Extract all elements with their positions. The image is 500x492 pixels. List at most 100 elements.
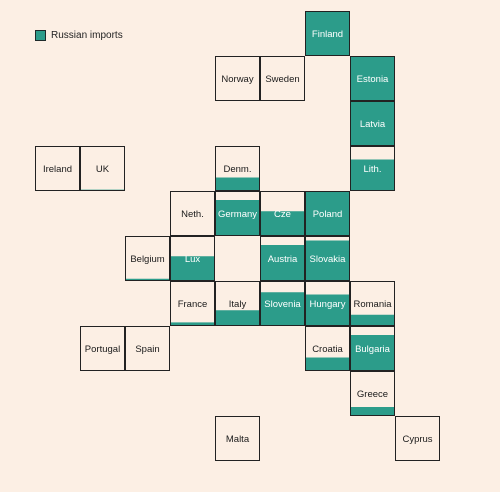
tile-border — [305, 11, 350, 56]
tile-label-neth: Neth. — [181, 209, 204, 220]
tile-label-portugal: Portugal — [85, 344, 120, 355]
legend: Russian imports — [35, 30, 123, 41]
tile-fill-croatia — [305, 357, 350, 371]
tile-label-ireland: Ireland — [43, 164, 72, 175]
tile-spain: Spain — [125, 326, 170, 371]
tile-border — [215, 146, 260, 191]
tile-fill-poland — [305, 191, 350, 236]
tile-border — [80, 146, 125, 191]
tile-fill-france — [170, 322, 215, 326]
tile-label-norway: Norway — [221, 74, 253, 85]
tile-fill-finland — [305, 11, 350, 56]
tile-label-slovenia: Slovenia — [264, 299, 301, 310]
tile-germany: Germany — [215, 191, 260, 236]
tile-label-denm: Denm. — [224, 164, 252, 175]
tile-border — [350, 371, 395, 416]
tile-border — [305, 191, 350, 236]
tile-fill-lux — [170, 256, 215, 281]
tile-fill-hungary — [305, 294, 350, 326]
tile-border — [260, 191, 305, 236]
tile-background — [80, 326, 125, 371]
tile-label-sweden: Sweden — [265, 74, 299, 85]
tile-background — [125, 326, 170, 371]
tile-label-croatia: Croatia — [312, 344, 343, 355]
tile-label-lith: Lith. — [364, 164, 382, 175]
tile-border — [35, 146, 80, 191]
tile-fill-latvia — [350, 101, 395, 146]
tile-border — [80, 326, 125, 371]
tile-background — [125, 236, 170, 281]
tile-border — [395, 416, 440, 461]
tile-border — [350, 146, 395, 191]
tile-border — [260, 56, 305, 101]
tile-fill-estonia — [350, 56, 395, 101]
tile-border — [215, 281, 260, 326]
tile-border — [350, 56, 395, 101]
tile-label-germany: Germany — [218, 209, 257, 220]
tile-fill-italy — [215, 310, 260, 326]
tile-france: France — [170, 281, 215, 326]
tile-border — [260, 236, 305, 281]
tile-fill-denm — [215, 177, 260, 191]
tile-slovenia: Slovenia — [260, 281, 305, 326]
tile-cyprus: Cyprus — [395, 416, 440, 461]
tile-border — [305, 281, 350, 326]
tile-border — [125, 236, 170, 281]
tile-label-latvia: Latvia — [360, 119, 386, 130]
tile-border — [170, 281, 215, 326]
tile-label-hungary: Hungary — [310, 299, 346, 310]
tile-ireland: Ireland — [35, 146, 80, 191]
tile-finland: Finland — [305, 11, 350, 56]
tile-border — [215, 56, 260, 101]
tile-portugal: Portugal — [80, 326, 125, 371]
tile-border — [170, 236, 215, 281]
tile-label-spain: Spain — [135, 344, 159, 355]
tile-label-belgium: Belgium — [130, 254, 164, 265]
tile-label-france: France — [178, 299, 208, 310]
tile-label-lux: Lux — [185, 254, 201, 265]
tile-uk: UK — [80, 146, 125, 191]
tile-background — [80, 146, 125, 191]
tile-label-finland: Finland — [312, 29, 343, 40]
tile-fill-cze — [260, 211, 305, 236]
tile-fill-greece — [350, 407, 395, 416]
tile-label-bulgaria: Bulgaria — [355, 344, 391, 355]
tile-fill-austria — [260, 245, 305, 281]
tile-label-cyprus: Cyprus — [402, 434, 432, 445]
tile-background — [170, 281, 215, 326]
tile-background — [395, 416, 440, 461]
tile-austria: Austria — [260, 236, 305, 281]
tile-border — [260, 281, 305, 326]
tile-background — [170, 191, 215, 236]
tile-background — [215, 56, 260, 101]
tile-norway: Norway — [215, 56, 260, 101]
tile-hungary: Hungary — [305, 281, 350, 326]
tile-fill-lith — [350, 159, 395, 191]
tile-malta: Malta — [215, 416, 260, 461]
tile-label-greece: Greece — [357, 389, 388, 400]
tile-background — [260, 56, 305, 101]
tile-slovakia: Slovakia — [305, 236, 350, 281]
tile-lux: Lux — [170, 236, 215, 281]
tile-border — [350, 281, 395, 326]
tile-bulgaria: Bulgaria — [350, 326, 395, 371]
tile-label-poland: Poland — [313, 209, 343, 220]
tile-label-uk: UK — [96, 164, 110, 175]
tile-fill-belgium — [125, 278, 170, 281]
tile-cze: Cze — [260, 191, 305, 236]
tile-border — [305, 236, 350, 281]
legend-swatch — [35, 30, 46, 41]
tile-sweden: Sweden — [260, 56, 305, 101]
tile-border — [215, 416, 260, 461]
tile-fill-slovenia — [260, 292, 305, 326]
tile-belgium: Belgium — [125, 236, 170, 281]
tile-label-italy: Italy — [229, 299, 247, 310]
tile-label-slovakia: Slovakia — [310, 254, 347, 265]
tile-neth: Neth. — [170, 191, 215, 236]
tile-croatia: Croatia — [305, 326, 350, 371]
tile-fill-romania — [350, 314, 395, 326]
tile-border — [350, 326, 395, 371]
tile-label-romania: Romania — [353, 299, 392, 310]
tile-border — [215, 191, 260, 236]
